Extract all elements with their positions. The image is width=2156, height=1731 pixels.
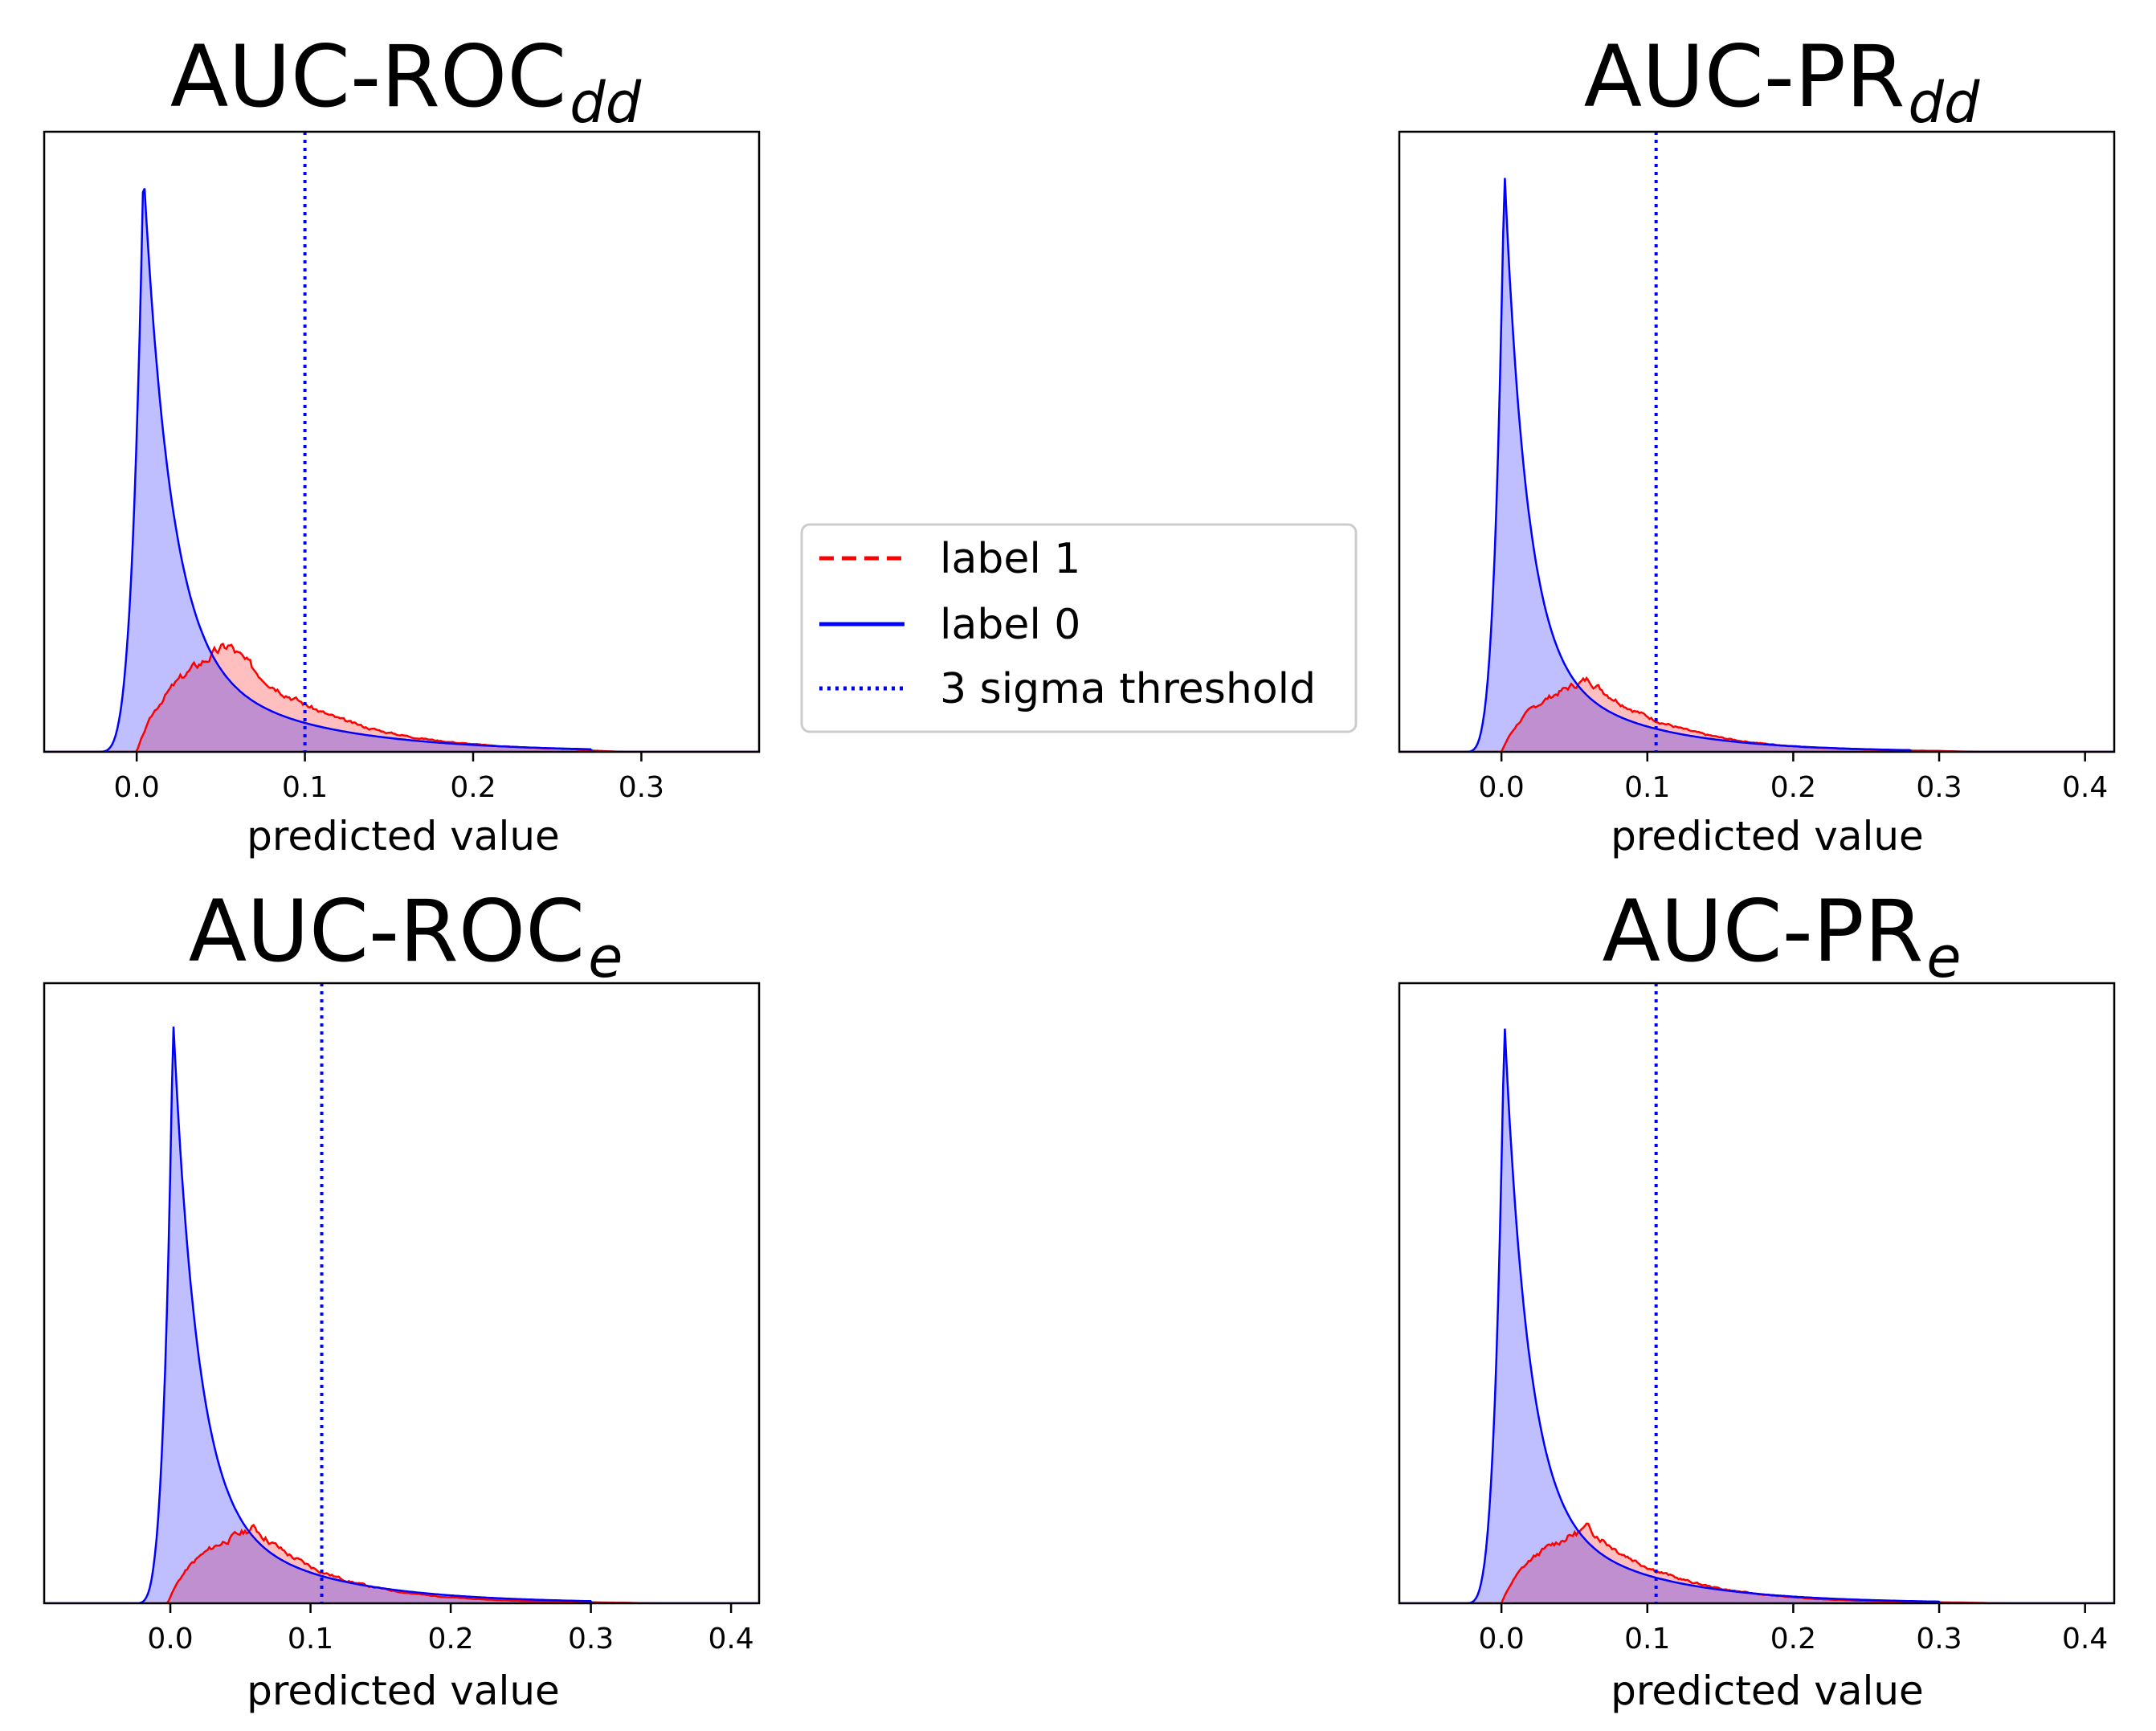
x-tick-label: 0.1 xyxy=(1624,1623,1670,1655)
x-tick-label: 0.2 xyxy=(1770,771,1816,804)
axes-frame xyxy=(43,982,761,1605)
label-0-area xyxy=(44,188,759,752)
x-tick-label: 0.4 xyxy=(708,1623,753,1655)
panel-title: AUC-PRe xyxy=(1602,882,1961,990)
axes-frame xyxy=(1398,982,2116,1605)
plot-area xyxy=(44,132,759,752)
label-0-area xyxy=(1399,1028,2114,1603)
x-tick-label: 0.2 xyxy=(450,771,496,804)
x-axis-label: predicted value xyxy=(247,1668,560,1714)
x-tick-label: 0.0 xyxy=(1479,771,1525,804)
panel-title: AUC-ROCe xyxy=(189,882,623,990)
panel-auc-roc-dd: AUC-ROCdd predicted value 0.0 0.1 0.2 0.3 xyxy=(43,27,761,859)
x-tick-label: 0.0 xyxy=(114,771,160,804)
x-tick-label: 0.0 xyxy=(147,1623,193,1655)
legend-frame xyxy=(800,523,1358,733)
x-axis-label: predicted value xyxy=(247,813,560,859)
x-tick-label: 0.3 xyxy=(568,1623,614,1655)
legend-label-0: label 0 xyxy=(940,601,1080,649)
axes-frame xyxy=(1398,130,2116,753)
label-1-area xyxy=(1399,1523,2114,1603)
plot-area xyxy=(1399,132,2114,752)
x-tick-label: 0.2 xyxy=(1770,1623,1816,1655)
label-0-line xyxy=(44,1027,759,1603)
x-tick-label: 0.3 xyxy=(619,771,664,804)
x-axis-label: predicted value xyxy=(1611,1668,1924,1714)
x-tick-label: 0.2 xyxy=(427,1623,473,1655)
plot-area xyxy=(44,983,759,1603)
label-0-area xyxy=(1399,178,2114,752)
x-axis-label: predicted value xyxy=(1611,813,1924,859)
label-0-area xyxy=(44,1027,759,1603)
panel-auc-roc-e: AUC-ROCe predicted value 0.0 0.1 0.2 0.3 0.4 xyxy=(43,882,761,1714)
plot-area xyxy=(1399,983,2114,1603)
panel-title: AUC-PRdd xyxy=(1584,27,1980,136)
axes-frame xyxy=(43,130,761,753)
label-0-line xyxy=(44,188,759,752)
x-tick-label: 0.1 xyxy=(1624,771,1670,804)
x-tick-label: 0.0 xyxy=(1479,1623,1525,1655)
x-tick-label: 0.4 xyxy=(2062,771,2108,804)
legend-label-1: label 1 xyxy=(940,535,1080,583)
label-1-area xyxy=(44,1525,759,1603)
legend-label-threshold: 3 sigma threshold xyxy=(940,665,1316,713)
label-1-line xyxy=(44,642,759,752)
x-tick-label: 0.3 xyxy=(1916,1623,1962,1655)
label-0-line xyxy=(1399,178,2114,752)
x-tick-label: 0.4 xyxy=(2062,1623,2108,1655)
panel-auc-pr-e: AUC-PRe predicted value 0.0 0.1 0.2 0.3 0.4 xyxy=(1398,882,2116,1714)
label-0-line xyxy=(1399,1028,2114,1603)
legend: label 1 label 0 3 sigma threshold xyxy=(800,523,1358,733)
x-tick-label: 0.1 xyxy=(282,771,328,804)
panel-title: AUC-ROCdd xyxy=(170,27,642,136)
label-1-area xyxy=(1399,678,2114,752)
x-tick-label: 0.3 xyxy=(1916,771,1962,804)
x-tick-label: 0.1 xyxy=(288,1623,333,1655)
panel-auc-pr-dd: AUC-PRdd predicted value 0.0 0.1 0.2 0.3 0.4 xyxy=(1398,27,2116,859)
